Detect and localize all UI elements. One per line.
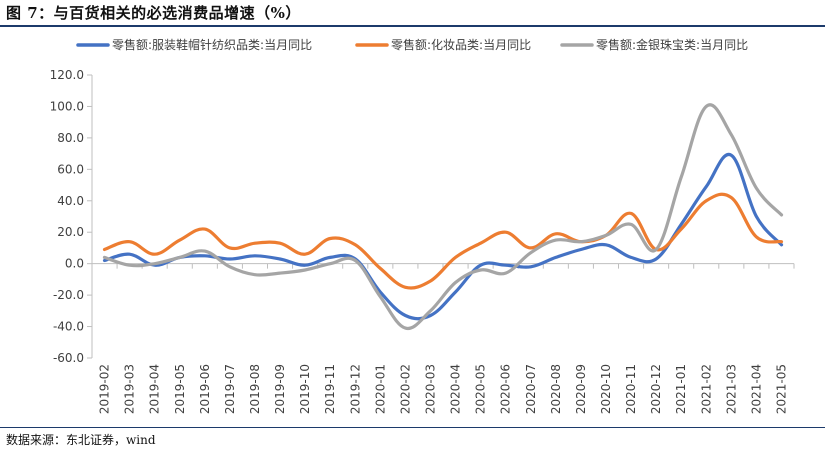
title-rule — [0, 25, 825, 27]
y-tick-label: 40.0 — [57, 194, 84, 208]
y-tick-label: -40.0 — [53, 320, 84, 334]
x-tick-label: 2020-02 — [398, 364, 412, 414]
x-tick-label: 2019-09 — [273, 364, 287, 414]
series-group — [102, 103, 784, 331]
x-tick-label: 2019-04 — [148, 364, 162, 414]
x-tick-label: 2019-11 — [323, 364, 337, 414]
chart-title: 图 7：与百货相关的必选消费品增速（%） — [6, 4, 301, 22]
x-tick-label: 2019-05 — [173, 364, 187, 414]
y-tick-label: 100.0 — [50, 99, 84, 113]
x-tick-label: 2020-06 — [499, 364, 513, 414]
x-tick-label: 2020-07 — [524, 364, 538, 414]
x-tick-label: 2020-04 — [449, 364, 463, 414]
x-tick-label: 2019-10 — [298, 364, 312, 414]
x-tick-label: 2019-02 — [98, 364, 112, 414]
x-tick-label: 2020-11 — [624, 364, 638, 414]
x-tick-label: 2019-03 — [123, 364, 137, 414]
x-tick-label: 2020-01 — [373, 364, 387, 414]
legend: 零售额:服装鞋帽针纺织品类:当月同比 零售额:化妆品类:当月同比 零售额:金银珠宝类… — [76, 37, 748, 52]
y-tick-label: 20.0 — [57, 225, 84, 239]
x-tick-label: 2021-05 — [774, 364, 788, 414]
y-tick-label: 60.0 — [57, 162, 84, 176]
y-tick-label: -20.0 — [53, 288, 84, 302]
source-rule — [0, 427, 825, 428]
x-tick-label: 2021-03 — [724, 364, 738, 414]
legend-label-3: 零售额:金银珠宝类:当月同比 — [596, 37, 748, 52]
y-tick-label: 80.0 — [57, 131, 84, 145]
x-tick-label: 2019-12 — [348, 364, 362, 414]
axes: 120.0 100.0 80.0 60.0 40.0 20.0 0.0 -20.0 -40.0 -… — [50, 68, 795, 414]
y-tick-label: 120.0 — [50, 68, 84, 82]
x-tick-label: 2020-05 — [474, 364, 488, 414]
x-tick-label: 2020-03 — [423, 364, 437, 414]
x-tick-label: 2021-04 — [749, 364, 763, 414]
x-tick-label: 2021-02 — [699, 364, 713, 414]
y-tick-label: -60.0 — [53, 351, 84, 365]
series-line-3 — [102, 103, 784, 331]
x-tick-label: 2019-07 — [223, 364, 237, 414]
y-tick-label: 0.0 — [65, 257, 84, 271]
source-note: 数据来源：东北证券，wind — [6, 433, 156, 447]
x-tick-label: 2020-09 — [574, 364, 588, 414]
x-tick-label: 2019-08 — [248, 364, 262, 414]
x-tick-label: 2020-10 — [599, 364, 613, 414]
x-tick-label: 2021-01 — [674, 364, 688, 414]
legend-label-1: 零售额:服装鞋帽针纺织品类:当月同比 — [112, 37, 312, 52]
x-tick-label: 2019-06 — [198, 364, 212, 414]
legend-label-2: 零售额:化妆品类:当月同比 — [391, 37, 531, 52]
x-tick-label: 2020-12 — [649, 364, 663, 414]
series-line-2 — [102, 192, 784, 290]
x-tick-label: 2020-08 — [549, 364, 563, 414]
